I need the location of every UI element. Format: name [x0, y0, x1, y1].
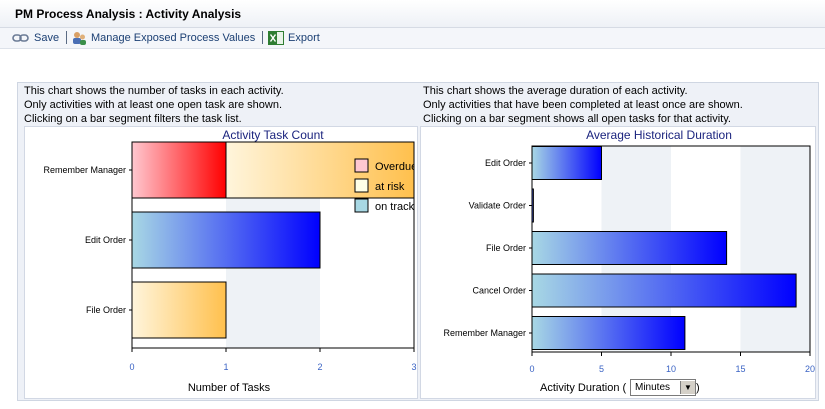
- save-link-icon: [12, 34, 29, 42]
- toolbar-separator: [262, 31, 263, 44]
- x-tick-label: 0: [129, 362, 134, 372]
- bar-segment-on-track: [131, 211, 321, 269]
- bar-segment-at-risk: [225, 141, 415, 199]
- chart-title: Activity Task Count: [222, 128, 324, 142]
- x-tick-label: 2: [317, 362, 322, 372]
- description-line: Clicking on a bar segment shows all open…: [423, 113, 731, 125]
- x-tick-label: 1: [223, 362, 228, 372]
- duration-axis-label-suffix: ): [696, 382, 700, 394]
- duration-axis-label-prefix: Activity Duration (: [540, 382, 627, 394]
- category-label: Remember Manager: [43, 165, 126, 175]
- description-line: This chart shows the number of tasks in …: [24, 85, 284, 97]
- window-title: PM Process Analysis : Activity Analysis: [15, 7, 242, 21]
- bar: [531, 146, 602, 180]
- toolbar: Save Manage Exposed Process Values Expor…: [0, 28, 825, 49]
- toolbar-separator: [66, 31, 67, 44]
- category-label: Validate Order: [469, 201, 526, 211]
- export-button[interactable]: Export: [268, 31, 320, 45]
- x-axis-title: Number of Tasks: [188, 382, 271, 394]
- manage-exposed-values-button[interactable]: Manage Exposed Process Values: [72, 31, 255, 45]
- x-tick-label: 0: [529, 364, 534, 374]
- save-label: Save: [34, 32, 60, 44]
- manage-label: Manage Exposed Process Values: [91, 32, 256, 44]
- bar: [531, 188, 534, 223]
- activity-task-count-svg: Activity Task Count Remember Manager Edit …: [43, 128, 417, 394]
- category-label: Edit Order: [85, 235, 126, 245]
- category-label: File Order: [486, 243, 526, 253]
- category-label: Remember Manager: [443, 328, 526, 338]
- users-icon: [73, 32, 86, 45]
- right-chart-description: This chart shows the average duration of…: [423, 84, 743, 126]
- export-label: Export: [288, 32, 320, 44]
- bar-segment-overdue: [131, 141, 227, 199]
- legend-swatch: [354, 158, 369, 173]
- average-duration-chart: Average Historical Duration Edit Order Val…: [420, 126, 816, 399]
- bar-segment-at-risk: [131, 281, 227, 339]
- x-tick-label: 5: [599, 364, 604, 374]
- category-label: File Order: [86, 305, 126, 315]
- legend-swatch: [354, 198, 369, 213]
- description-line: Clicking on a bar segment filters the ta…: [24, 113, 242, 125]
- left-chart-description: This chart shows the number of tasks in …: [24, 84, 284, 126]
- save-button[interactable]: Save: [12, 31, 59, 45]
- description-line: Only activities with at least one open t…: [24, 99, 283, 111]
- x-tick-label: 15: [735, 364, 745, 374]
- excel-icon: [268, 31, 284, 45]
- legend-label: on track: [375, 201, 415, 213]
- legend-label: at risk: [375, 181, 405, 193]
- category-label: Edit Order: [485, 158, 526, 168]
- x-tick-label: 20: [805, 364, 815, 374]
- chart-legend: Overdue at risk on track: [354, 158, 417, 213]
- legend-label: Overdue: [375, 161, 417, 173]
- plot-band: [740, 146, 810, 352]
- x-tick-label: 3: [411, 362, 416, 372]
- title-bar: PM Process Analysis : Activity Analysis: [0, 0, 825, 28]
- category-label: Cancel Order: [472, 286, 526, 296]
- bar: [531, 273, 797, 308]
- legend-swatch: [354, 178, 369, 193]
- average-duration-svg: Average Historical Duration Edit Order Val…: [443, 128, 815, 374]
- duration-unit-value: Minutes: [635, 382, 671, 393]
- activity-task-count-chart: Activity Task Count Remember Manager Edit …: [24, 126, 418, 399]
- description-line: This chart shows the average duration of…: [423, 85, 688, 97]
- x-tick-label: 10: [666, 364, 676, 374]
- description-line: Only activities that have been completed…: [423, 99, 743, 111]
- bar: [531, 231, 728, 265]
- chart-title: Average Historical Duration: [586, 128, 732, 142]
- duration-unit-select[interactable]: Minutes ▼: [630, 379, 696, 396]
- dropdown-arrow-icon: ▼: [680, 381, 695, 394]
- bar: [531, 316, 686, 350]
